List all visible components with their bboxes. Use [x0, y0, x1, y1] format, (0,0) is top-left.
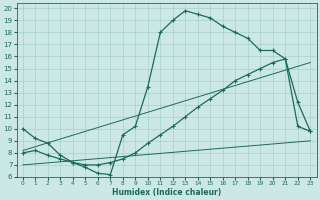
X-axis label: Humidex (Indice chaleur): Humidex (Indice chaleur) — [112, 188, 221, 197]
